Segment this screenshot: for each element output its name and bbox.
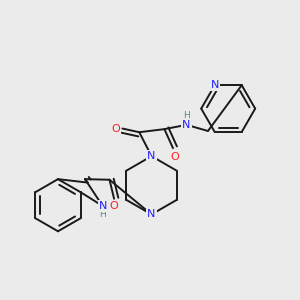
Text: N: N	[147, 151, 156, 161]
Text: H: H	[183, 111, 190, 120]
Text: N: N	[211, 80, 219, 90]
Text: O: O	[111, 124, 120, 134]
Text: N: N	[98, 201, 107, 211]
Text: H: H	[99, 210, 106, 219]
Text: N: N	[182, 120, 191, 130]
Text: O: O	[110, 201, 118, 212]
Text: N: N	[147, 209, 156, 219]
Text: O: O	[170, 152, 179, 162]
